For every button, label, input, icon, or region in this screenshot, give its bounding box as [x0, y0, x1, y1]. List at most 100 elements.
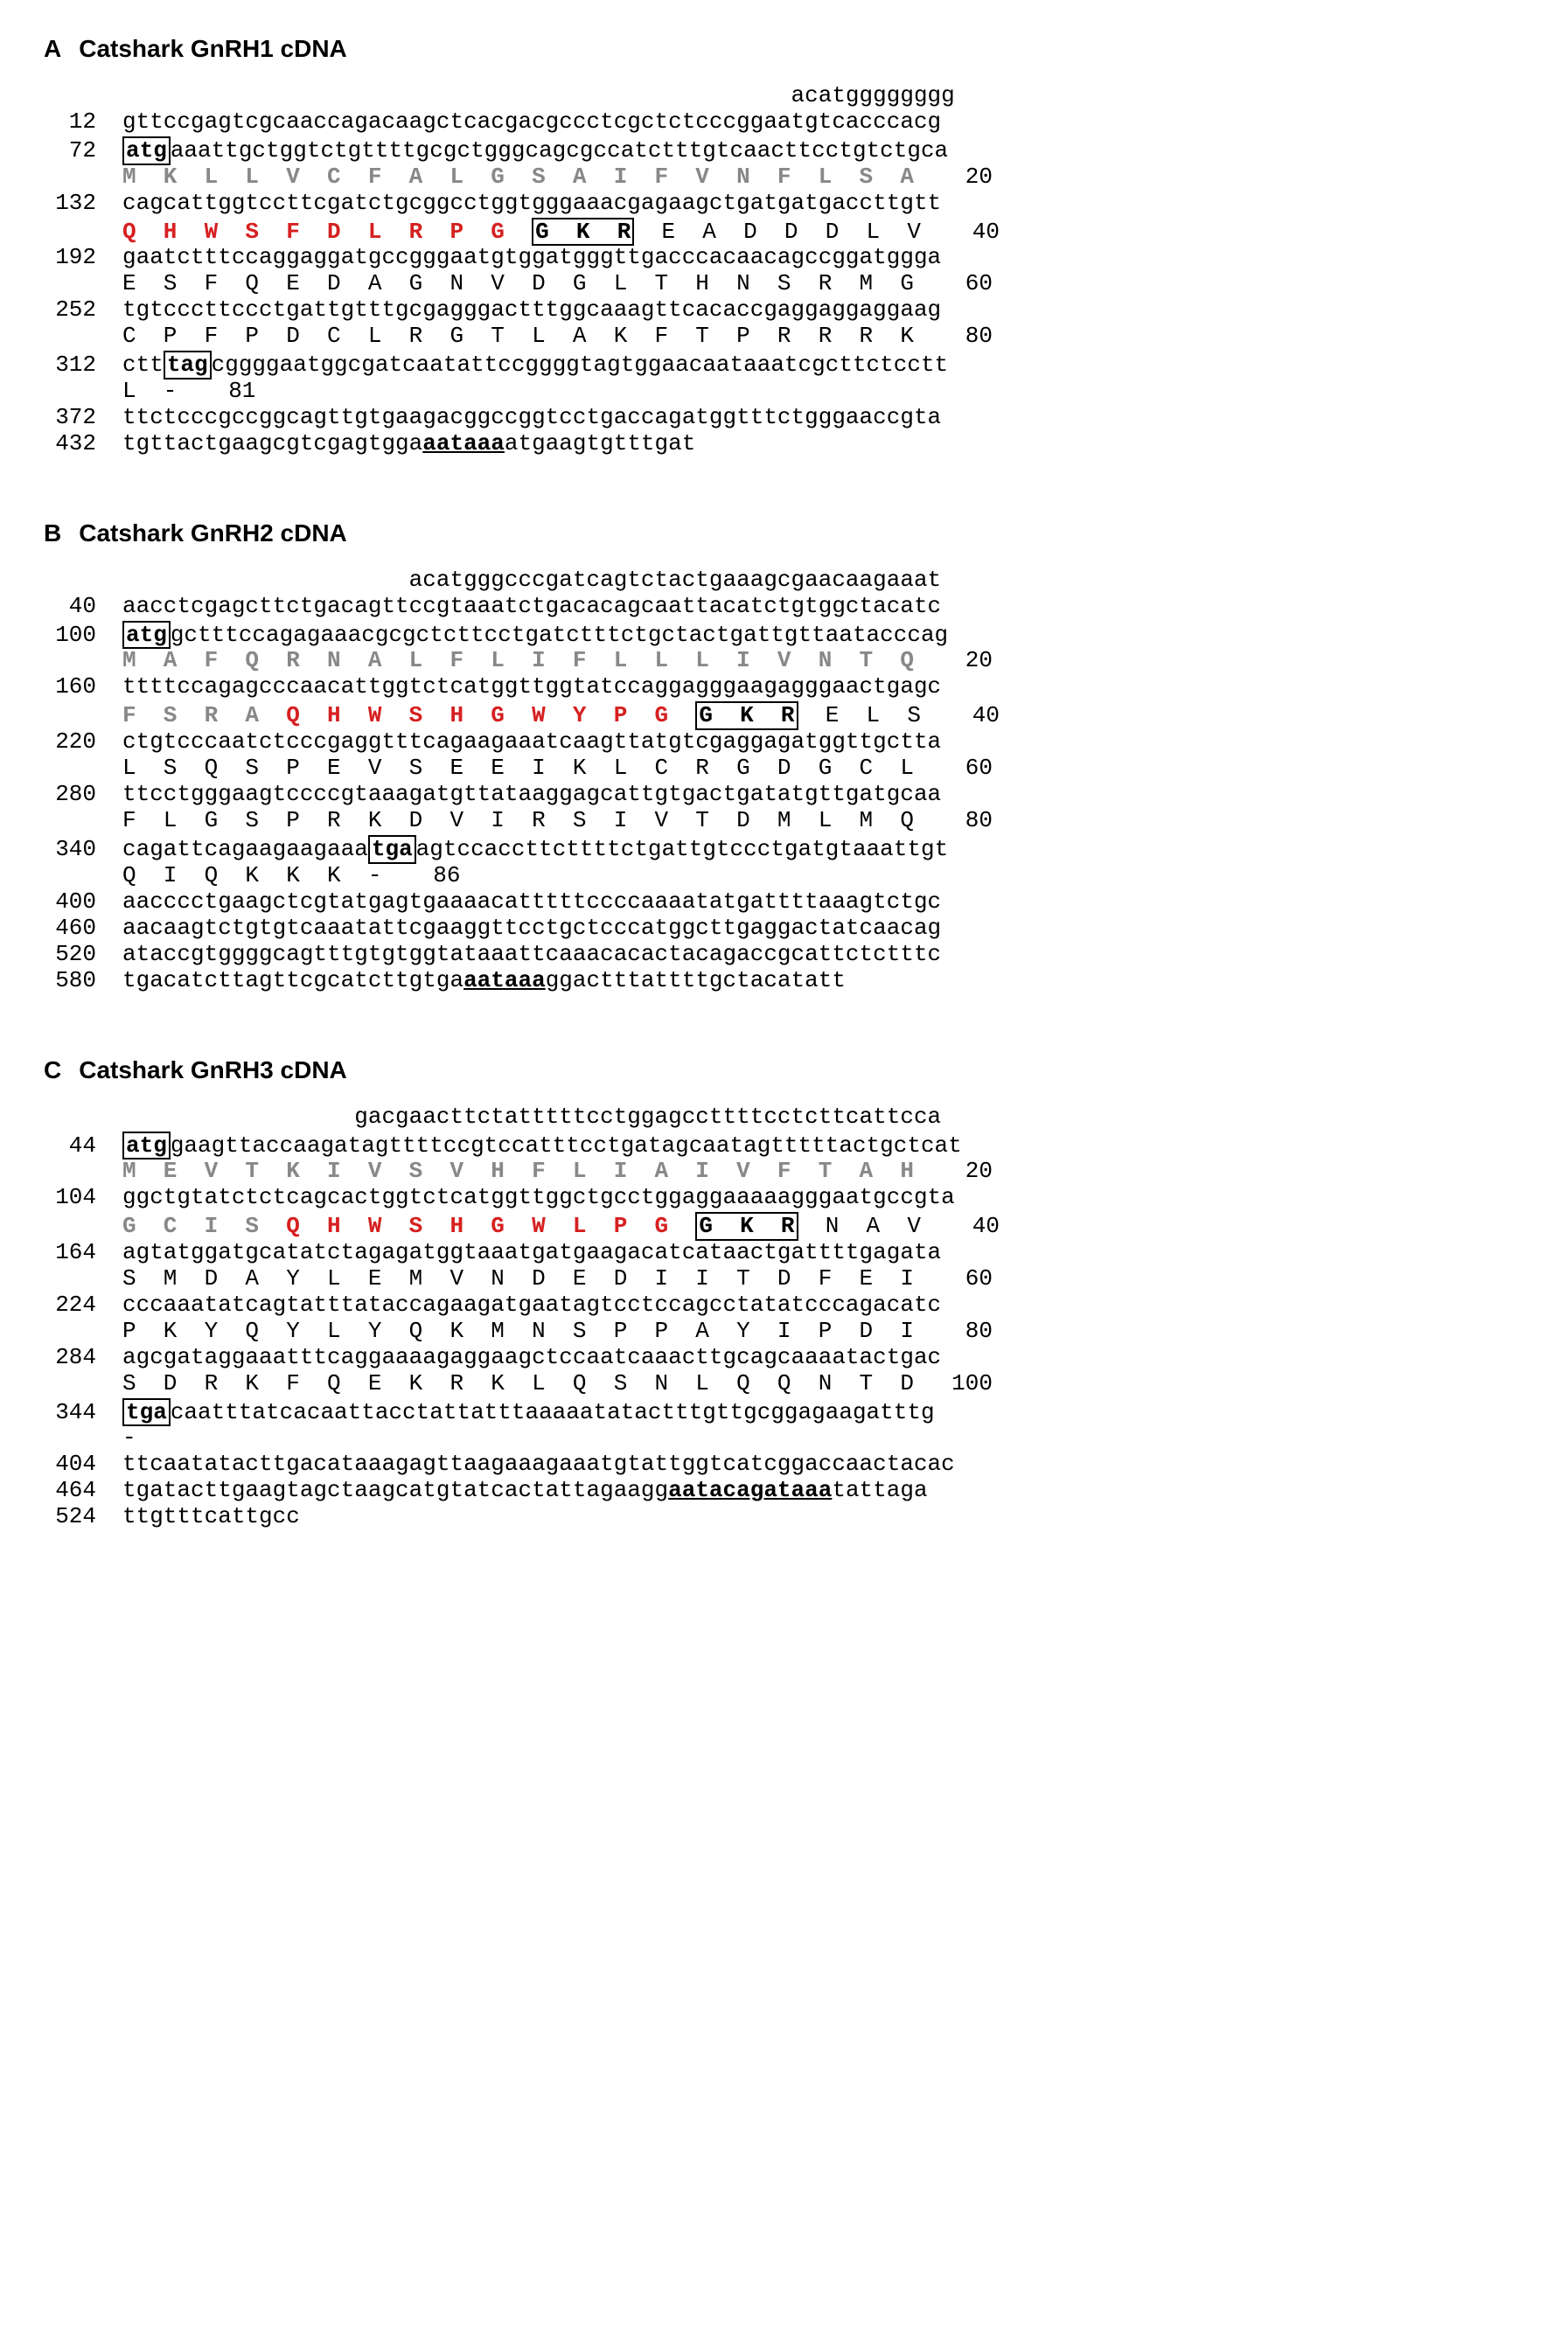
position-left: 524	[44, 1505, 122, 1528]
position-left: 12	[44, 110, 122, 133]
sequence-content: ggctgtatctctcagcactggtctcatggttggctgcctg…	[122, 1186, 955, 1208]
position-right: 60	[914, 1267, 993, 1290]
amino-acid-row: L -81	[44, 380, 1524, 406]
amino-acid-row: F L G S P R K D V I R S I V T D M L M Q8…	[44, 809, 1524, 835]
nucleotide-row: 460aacaagtctgtgtcaaatattcgaaggttcctgctcc…	[44, 916, 1524, 943]
position-right: 20	[914, 1160, 993, 1182]
amino-acid-row: M K L L V C F A L G S A I F V N F L S A2…	[44, 165, 1524, 192]
nucleotide-row: 160ttttccagagcccaacattggtctcatggttggtatc…	[44, 675, 1524, 701]
sequence-content: Q H W S F D L R P G G K R E A D D D L V	[122, 218, 921, 247]
sequence-content: M A F Q R N A L F L I F L L L I V N T Q	[122, 649, 914, 672]
nucleotide-row: 312ctttagcggggaatggcgatcaatattccggggtagt…	[44, 351, 1524, 380]
sequence-panel-A: ACatshark GnRH1 cDNA acatgggggggg12gttcc…	[44, 35, 1524, 458]
nucleotide-row: 344tgacaatttatcacaattacctattatttaaaaatat…	[44, 1398, 1524, 1427]
leader-seq: acatgggggggg	[122, 84, 955, 107]
amino-acid-row: Q H W S F D L R P G G K R E A D D D L V4…	[44, 218, 1524, 247]
position-right: 20	[914, 165, 993, 188]
position-right: 40	[921, 220, 1000, 243]
nucleotide-row: 464tgatacttgaagtagctaagcatgtatcactattaga…	[44, 1479, 1524, 1505]
leader-row: acatgggggggg	[44, 84, 1524, 110]
position-left: 100	[44, 623, 122, 646]
amino-acid-row: E S F Q E D A G N V D G L T H N S R M G6…	[44, 272, 1524, 298]
sequence-content: tgacaatttatcacaattacctattatttaaaaatatact…	[122, 1398, 935, 1427]
sequence-panel-B: BCatshark GnRH2 cDNA acatgggcccgatcagtct…	[44, 519, 1524, 995]
position-right: 81	[177, 380, 255, 402]
sequence-content: agcgataggaaatttcaggaaaagaggaagctccaatcaa…	[122, 1346, 941, 1368]
sequence-block: acatgggggggg12gttccgagtcgcaaccagacaagctc…	[44, 84, 1524, 458]
nucleotide-row: 340cagattcagaagaagaaatgaagtccaccttcttttc…	[44, 835, 1524, 864]
codon-box: atg	[122, 136, 171, 165]
panel-header: BCatshark GnRH2 cDNA	[44, 519, 1524, 547]
codon-box: tag	[164, 351, 212, 380]
sequence-content: S D R K F Q E K R K L Q S N L Q Q N T D	[122, 1372, 914, 1395]
sequence-content: cagattcagaagaagaaatgaagtccaccttcttttctga…	[122, 835, 948, 864]
nucleotide-row: 104ggctgtatctctcagcactggtctcatggttggctgc…	[44, 1186, 1524, 1212]
position-right: 100	[914, 1372, 993, 1395]
nucleotide-row: 164agtatggatgcatatctagagatggtaaatgatgaag…	[44, 1241, 1524, 1267]
codon-box: atg	[122, 621, 171, 650]
sequence-content: F L G S P R K D V I R S I V T D M L M Q	[122, 809, 914, 832]
nucleotide-row: 284agcgataggaaatttcaggaaaagaggaagctccaat…	[44, 1346, 1524, 1372]
position-left: 192	[44, 246, 122, 268]
nucleotide-row: 220ctgtcccaatctcccgaggtttcagaagaaatcaagt…	[44, 730, 1524, 756]
sequence-content: cccaaatatcagtatttataccagaagatgaatagtcctc…	[122, 1293, 941, 1316]
sequence-content: atgaaattgctggtctgttttgcgctgggcagcgccatct…	[122, 136, 948, 165]
sequence-content: tgttactgaagcgtcgagtggaaataaaatgaagtgtttg…	[122, 432, 695, 455]
sequence-content: L -	[122, 380, 177, 402]
amino-acid-row: M A F Q R N A L F L I F L L L I V N T Q2…	[44, 649, 1524, 675]
sequence-content: L S Q S P E V S E E I K L C R G D G C L	[122, 756, 914, 779]
position-left: 220	[44, 730, 122, 753]
sequence-content: aacctcgagcttctgacagttccgtaaatctgacacagca…	[122, 595, 941, 617]
nucleotide-row: 40aacctcgagcttctgacagttccgtaaatctgacacag…	[44, 595, 1524, 621]
position-right: 86	[381, 864, 460, 887]
nucleotide-row: 432tgttactgaagcgtcgagtggaaataaaatgaagtgt…	[44, 432, 1524, 458]
position-left: 104	[44, 1186, 122, 1208]
panel-header: ACatshark GnRH1 cDNA	[44, 35, 1524, 63]
position-right: 60	[914, 756, 993, 779]
sequence-content: ataccgtggggcagtttgtgtggtataaattcaaacacac…	[122, 943, 941, 965]
sequence-content: agtatggatgcatatctagagatggtaaatgatgaagaca…	[122, 1241, 941, 1264]
sequence-content: ttctcccgccggcagttgtgaagacggccggtcctgacca…	[122, 406, 941, 428]
position-left: 132	[44, 192, 122, 214]
nucleotide-row: 580tgacatcttagttcgcatcttgtgaaataaaggactt…	[44, 969, 1524, 995]
nucleotide-row: 524ttgtttcattgcc	[44, 1505, 1524, 1531]
nucleotide-row: 252tgtcccttccctgattgtttgcgagggactttggcaa…	[44, 298, 1524, 324]
nucleotide-row: 280ttcctgggaagtccccgtaaagatgttataaggagca…	[44, 783, 1524, 809]
sequence-content: ctgtcccaatctcccgaggtttcagaagaaatcaagttat…	[122, 730, 941, 753]
sequence-content: atggctttccagagaaacgcgctcttcctgatctttctgc…	[122, 621, 948, 650]
position-left: 164	[44, 1241, 122, 1264]
sequence-content: ttgtttcattgcc	[122, 1505, 300, 1528]
sequence-content: atggaagttaccaagatagttttccgtccatttcctgata…	[122, 1132, 962, 1160]
nucleotide-row: 404ttcaatatacttgacataaagagttaagaaagaaatg…	[44, 1452, 1524, 1479]
nucleotide-row: 72atgaaattgctggtctgttttgcgctgggcagcgccat…	[44, 136, 1524, 165]
leader-seq: gacgaacttctatttttcctggagccttttcctcttcatt…	[122, 1105, 941, 1128]
amino-acid-row: F S R A Q H W S H G W Y P G G K R E L S4…	[44, 701, 1524, 730]
nucleotide-row: 12gttccgagtcgcaaccagacaagctcacgacgccctcg…	[44, 110, 1524, 136]
position-left: 72	[44, 139, 122, 162]
codon-box: tga	[122, 1398, 171, 1427]
nucleotide-row: 520ataccgtggggcagtttgtgtggtataaattcaaaca…	[44, 943, 1524, 969]
amino-acid-row: M E V T K I V S V H F L I A I V F T A H2…	[44, 1160, 1524, 1186]
sequence-content: cagcattggtccttcgatctgcggcctggtgggaaacgag…	[122, 192, 941, 214]
sequence-content: P K Y Q Y L Y Q K M N S P P A Y I P D I	[122, 1320, 914, 1342]
position-right: 80	[914, 809, 993, 832]
position-left: 432	[44, 432, 122, 455]
sequence-content: tgacatcttagttcgcatcttgtgaaataaaggactttat…	[122, 969, 846, 992]
position-left: 284	[44, 1346, 122, 1368]
leader-row: acatgggcccgatcagtctactgaaagcgaacaagaaat	[44, 568, 1524, 595]
sequence-content: ttttccagagcccaacattggtctcatggttggtatccag…	[122, 675, 941, 698]
nucleotide-row: 192gaatctttccaggaggatgccgggaatgtggatgggt…	[44, 246, 1524, 272]
position-right: 80	[914, 324, 993, 347]
nucleotide-row: 44atggaagttaccaagatagttttccgtccatttcctga…	[44, 1132, 1524, 1160]
sequence-content: -	[122, 1426, 136, 1449]
sequence-panel-C: CCatshark GnRH3 cDNA gacgaacttctatttttcc…	[44, 1056, 1524, 1532]
position-left: 252	[44, 298, 122, 321]
leader-seq: acatgggcccgatcagtctactgaaagcgaacaagaaat	[122, 568, 941, 591]
nucleotide-row: 100atggctttccagagaaacgcgctcttcctgatctttc…	[44, 621, 1524, 650]
sequence-content: ttcctgggaagtccccgtaaagatgttataaggagcattg…	[122, 783, 941, 805]
nucleotide-row: 372ttctcccgccggcagttgtgaagacggccggtcctga…	[44, 406, 1524, 432]
sequence-content: gttccgagtcgcaaccagacaagctcacgacgccctcgct…	[122, 110, 941, 133]
position-left: 312	[44, 353, 122, 376]
amino-acid-row: Q I Q K K K -86	[44, 864, 1524, 890]
sequence-content: aacaagtctgtgtcaaatattcgaaggttcctgctcccat…	[122, 916, 941, 939]
